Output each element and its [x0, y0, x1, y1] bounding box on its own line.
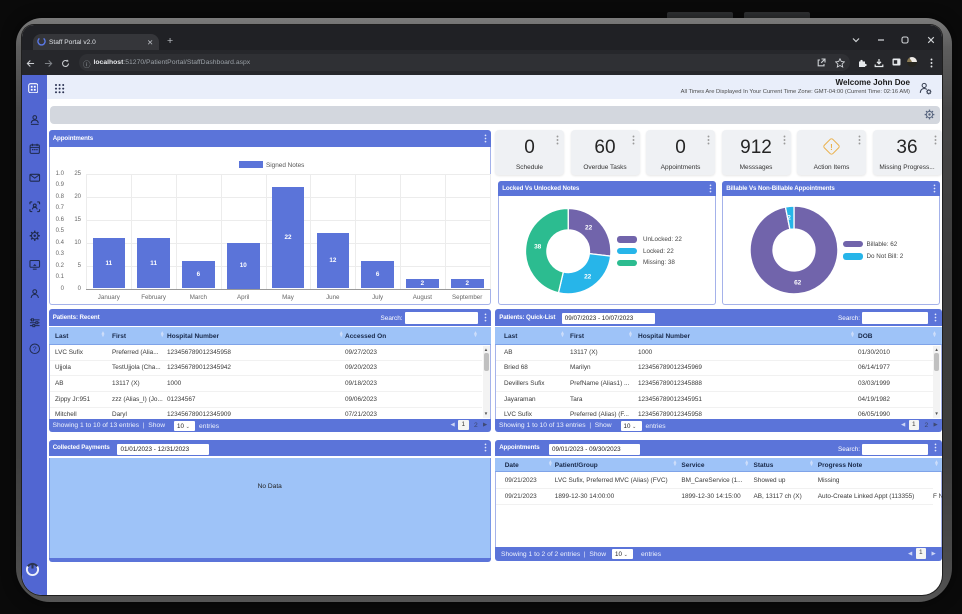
svg-text:?: ? — [33, 346, 37, 353]
